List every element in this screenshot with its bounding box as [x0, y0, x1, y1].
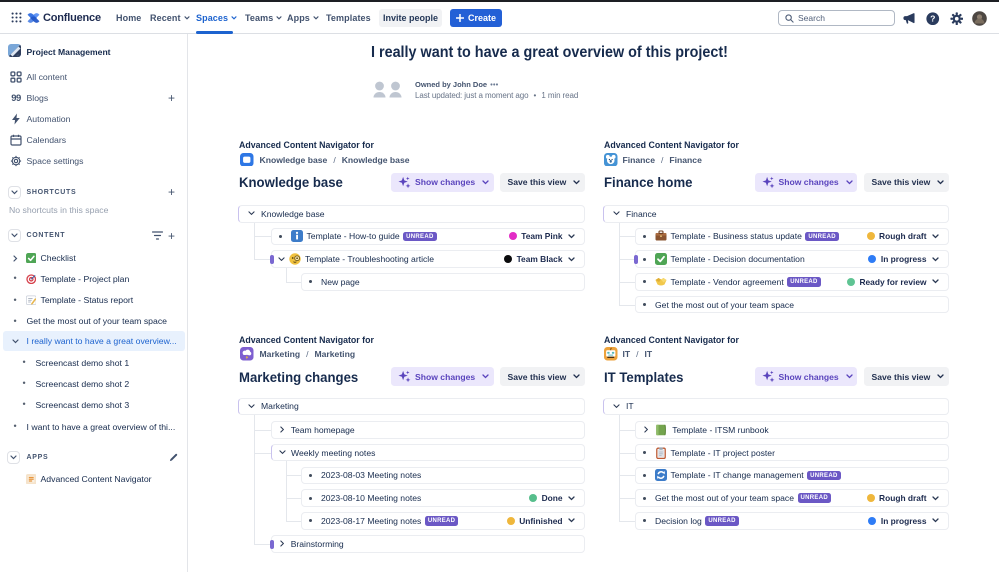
svg-text:?: ? [930, 13, 935, 23]
